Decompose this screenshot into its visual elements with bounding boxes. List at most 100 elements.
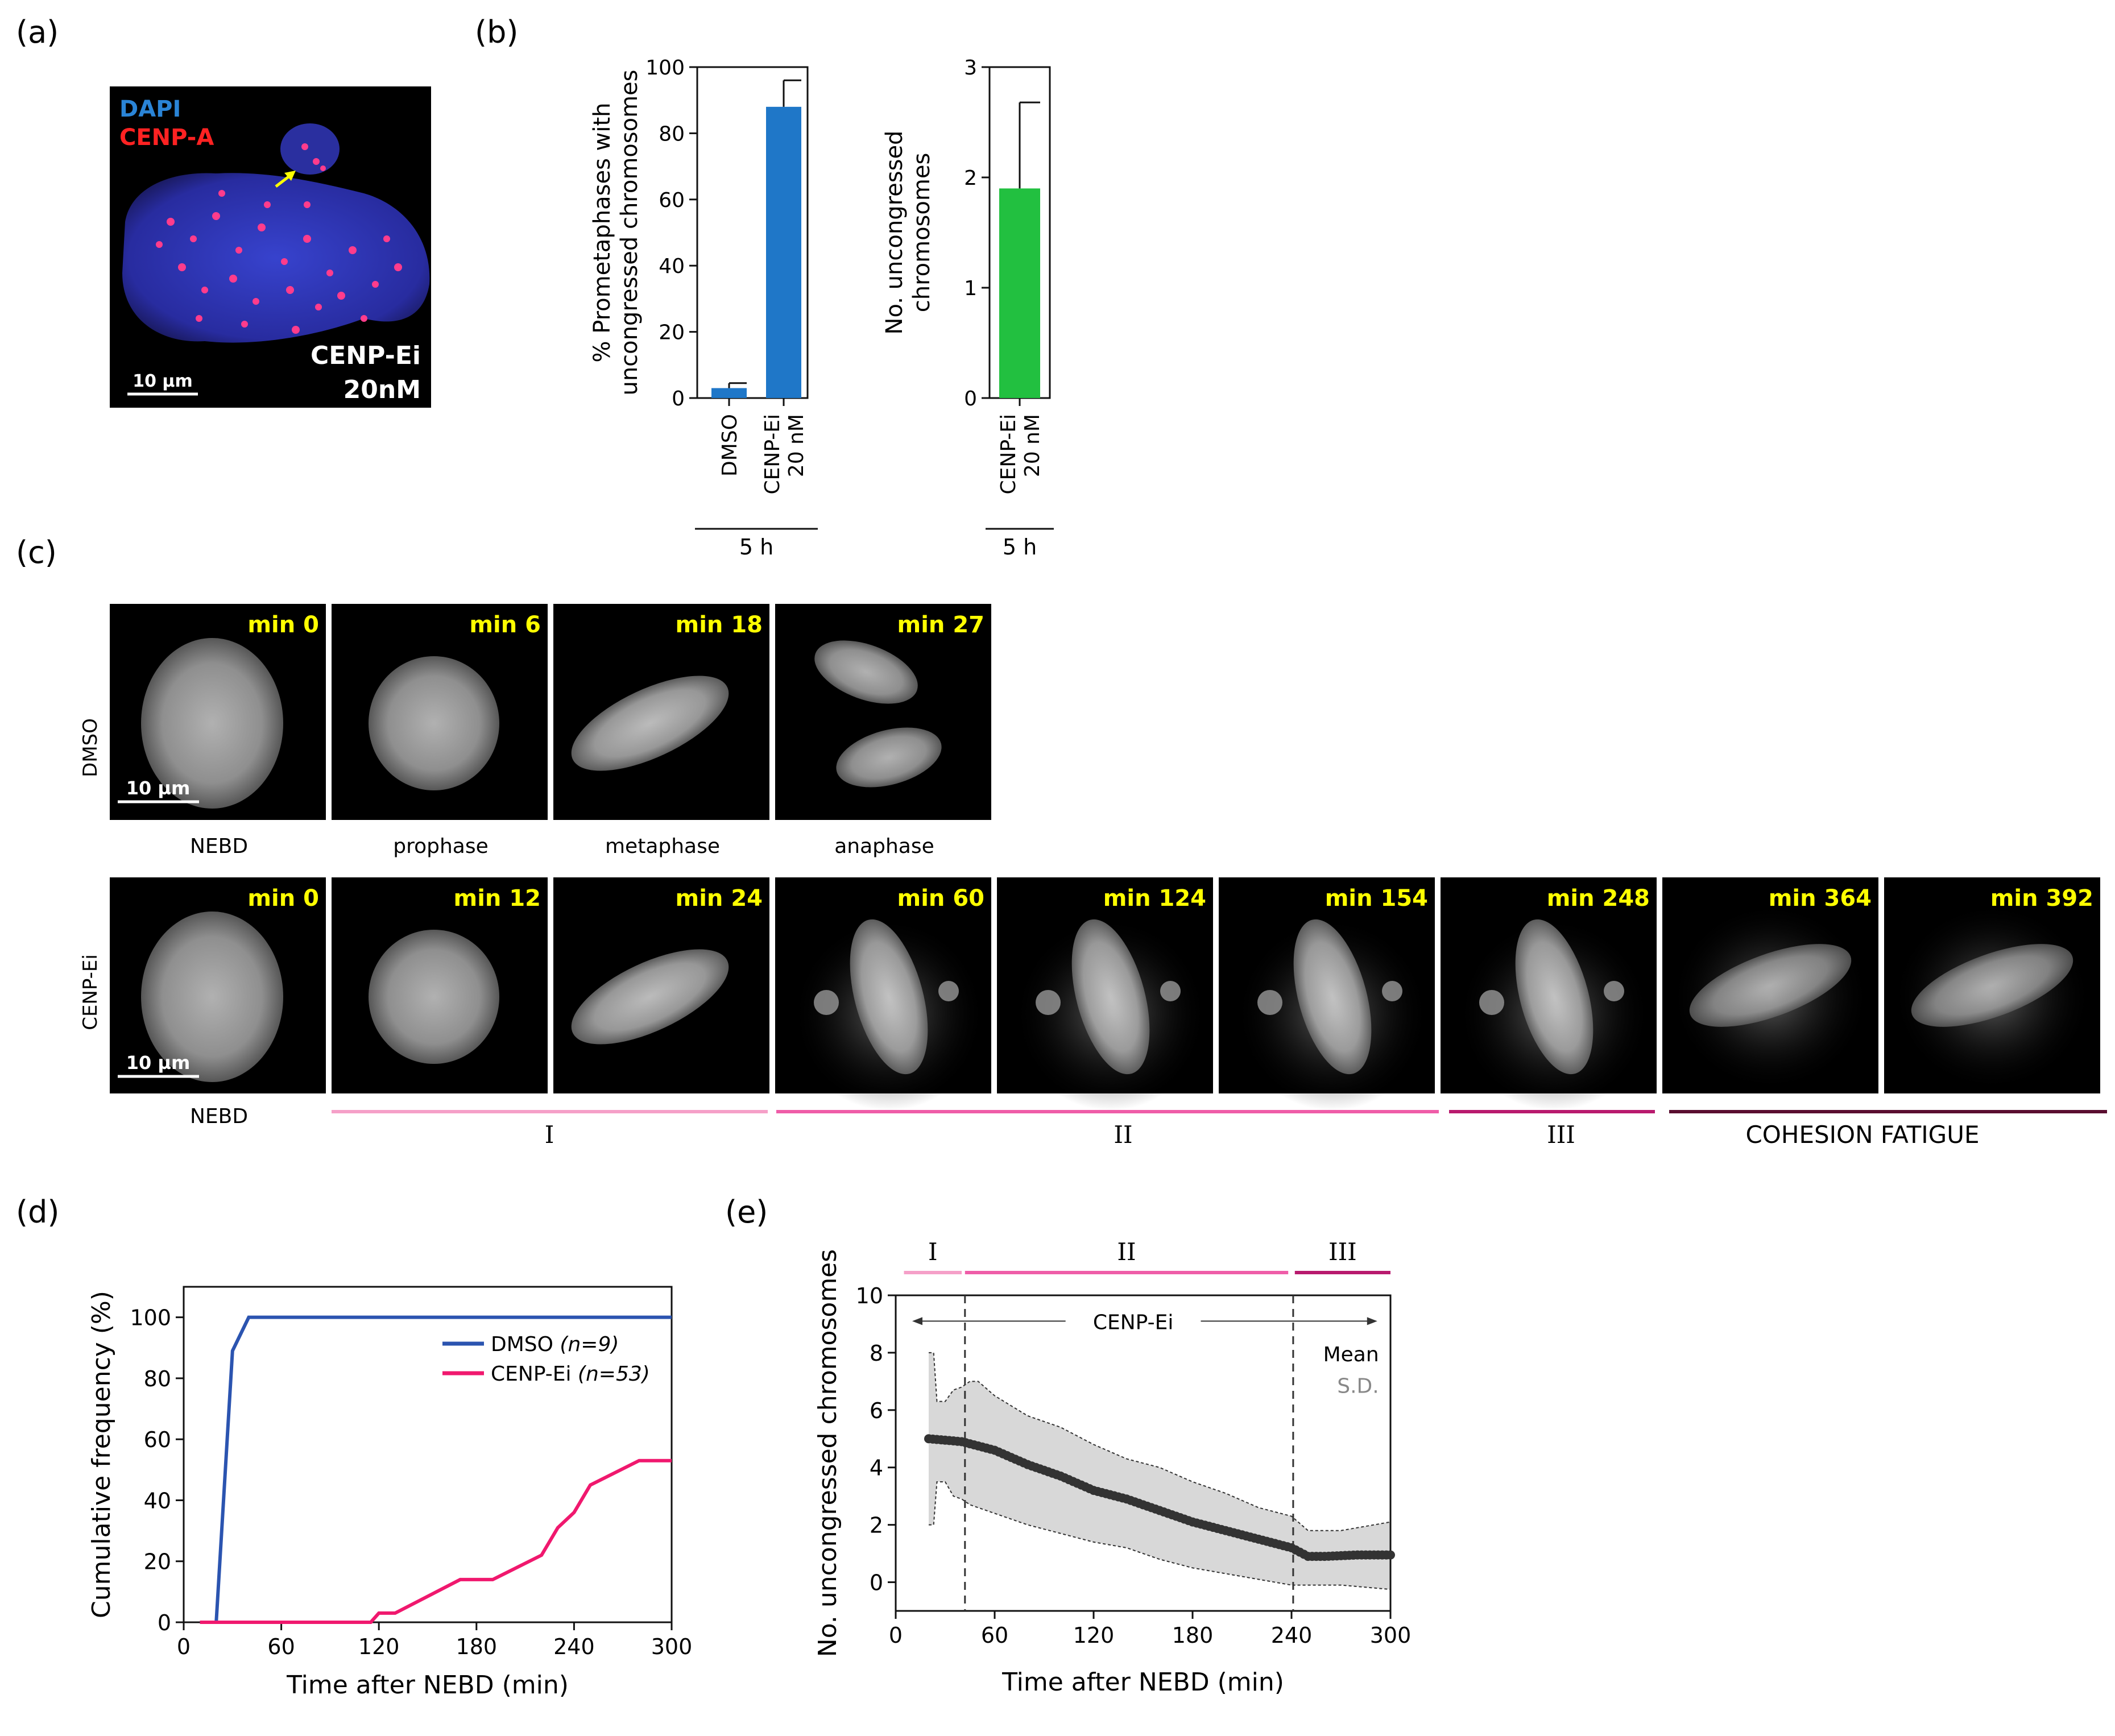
y-tick-label: 0 [870, 1571, 883, 1596]
panel-b-bar-chart-count: 0 1 2 3 No. uncongressed chromosomes CENP-Ei 20… [881, 56, 1054, 560]
group-label: 5 h [1003, 535, 1037, 560]
micrograph-tile: min 0 [110, 877, 326, 1093]
timepoint-label: min 60 [897, 885, 984, 911]
x-tick-label: 240 [553, 1634, 595, 1659]
micrograph-tile: min 6 [332, 604, 548, 820]
y-tick-label: 60 [144, 1427, 171, 1452]
mean-legend: Mean [1323, 1343, 1379, 1366]
nucleus [141, 638, 283, 809]
dmso-phase-label: prophase [393, 835, 489, 858]
micrograph-tile: min 154 [1219, 877, 1435, 1111]
panel-label-e: (e) [725, 1194, 768, 1230]
uncongressed-chromosome [1036, 990, 1061, 1015]
metaphase-plate [1515, 919, 1594, 1075]
nucleus [141, 911, 283, 1082]
stage-label: I [928, 1238, 938, 1266]
sd-band [929, 1352, 1390, 1590]
timepoint-label: min 18 [676, 612, 763, 638]
kinetochore-dots [156, 143, 402, 334]
metaphase-plate [1293, 919, 1372, 1075]
scale-label: 10 µm [133, 371, 193, 391]
condition-label-1: CENP-Ei [311, 341, 421, 370]
legend-entry: CENP-Ei (n=53) [491, 1362, 650, 1386]
y-tick-label: 2 [964, 167, 977, 190]
y-tick-label: 0 [672, 387, 685, 411]
row-label-cenp-ei: CENP-Ei [79, 954, 102, 1030]
x-axis-label: Time after NEBD (min) [1001, 1668, 1284, 1697]
y-tick-label: 40 [144, 1488, 171, 1513]
metaphase-plate [850, 919, 928, 1075]
uncongressed-chromosome [938, 981, 959, 1001]
category-label: DMSO [718, 414, 742, 477]
cenp-phase-label: NEBD [190, 1105, 248, 1128]
micrograph-tile: min 364 [1662, 877, 1878, 1093]
x-tick-label: 240 [1271, 1623, 1313, 1648]
y-tick-label: 40 [659, 255, 685, 278]
x-tick-label: 0 [177, 1634, 191, 1659]
y-tick-label: 10 [856, 1283, 883, 1308]
timepoint-label: min 6 [469, 612, 541, 638]
timepoint-label: min 0 [247, 612, 319, 638]
y-axis-label: uncongressed chromosomes [616, 69, 643, 395]
mean-point [1386, 1550, 1395, 1560]
y-tick-label: 1 [964, 277, 977, 300]
x-tick-label: 300 [651, 1634, 693, 1659]
chromatin-mass [1689, 944, 1852, 1027]
panel-label-c: (c) [16, 535, 57, 570]
x-tick-label: 60 [267, 1634, 295, 1659]
y-axis-label: No. uncongressed chromosomes [813, 1249, 842, 1657]
y-tick-label: 0 [158, 1610, 171, 1635]
nucleus [369, 930, 499, 1064]
x-tick-label: 60 [981, 1623, 1008, 1648]
micrograph-tile: min 60 [775, 877, 991, 1111]
category-label: 20 nM [785, 414, 808, 477]
timepoint-label: min 27 [897, 612, 984, 638]
y-tick-label: 100 [645, 56, 685, 80]
x-tick-label: 120 [358, 1634, 400, 1659]
bar [766, 106, 801, 399]
x-tick-label: 180 [1172, 1623, 1214, 1648]
panel-label-d: (d) [16, 1194, 59, 1230]
y-axis-label: % Prometaphases with [589, 102, 615, 362]
row-label-dmso: DMSO [79, 718, 102, 777]
scale-label: 10 µm [126, 777, 191, 799]
range-label: CENP-Ei [1093, 1311, 1173, 1334]
uncongressed-chromosome [1382, 981, 1402, 1001]
plot-frame [183, 1286, 673, 1623]
series-line [200, 1459, 672, 1624]
y-tick-label: 2 [870, 1513, 883, 1538]
chromatid-mass [814, 640, 918, 704]
stage-label: III [1328, 1238, 1357, 1266]
category-label: CENP-Ei [761, 414, 784, 494]
y-tick-label: 60 [659, 189, 685, 212]
condition-label-2: 20nM [343, 375, 421, 404]
dmso-phase-label: anaphase [834, 835, 934, 858]
arrow-icon [275, 171, 296, 188]
panel-c-live-imaging: DMSO CENP-Ei min 0 min 6 min 18 min 27 10 µm… [79, 604, 2107, 1149]
x-tick-label: 120 [1073, 1623, 1115, 1648]
chromatin-mass [1911, 944, 2073, 1027]
timepoint-label: min 154 [1325, 885, 1428, 911]
plot-frame [895, 1294, 1392, 1612]
timepoint-label: min 0 [247, 885, 319, 911]
x-tick-label: 180 [456, 1634, 498, 1659]
x-tick-label: 0 [889, 1623, 903, 1648]
y-tick-label: 4 [870, 1456, 883, 1481]
panel-b-bar-chart-percent: 0 20 40 60 80 100 % Prometaphases with uncongre… [589, 56, 818, 560]
dapi-label: DAPI [119, 96, 181, 122]
nucleus [369, 656, 499, 790]
sd-legend: S.D. [1337, 1375, 1379, 1398]
dmso-phase-label: metaphase [605, 835, 720, 858]
panel-label-b: (b) [475, 14, 518, 50]
arrowhead-right [1367, 1317, 1377, 1325]
y-axis-label: chromosomes [909, 153, 935, 313]
scale-label: 10 µm [126, 1052, 191, 1074]
y-tick-label: 80 [659, 122, 685, 146]
micrograph-tile: min 0 [110, 604, 326, 820]
timepoint-label: min 124 [1103, 885, 1206, 911]
uncongressed-chromosome [1604, 981, 1624, 1001]
x-axis-label: Time after NEBD (min) [286, 1671, 569, 1700]
dmso-phase-label: NEBD [190, 835, 248, 858]
y-tick-label: 80 [144, 1366, 171, 1391]
x-tick-label: 300 [1370, 1623, 1412, 1648]
